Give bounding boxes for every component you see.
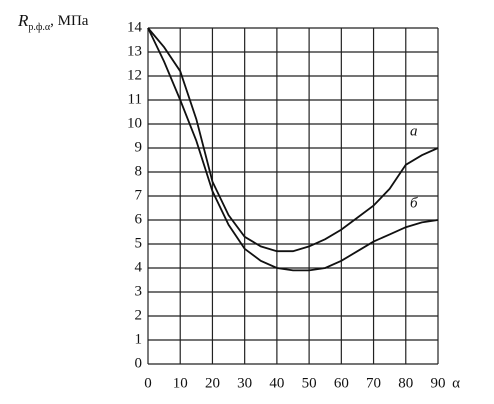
y-tick-label: 5 bbox=[135, 235, 143, 251]
y-tick-label: 9 bbox=[135, 139, 143, 155]
y-label-unit: , МПа bbox=[50, 13, 89, 29]
y-tick-label: 6 bbox=[135, 211, 143, 227]
x-tick-label: 60 bbox=[334, 375, 349, 391]
y-tick-label: 4 bbox=[135, 259, 143, 275]
y-tick-label: 8 bbox=[135, 163, 143, 179]
y-axis-label: Rр.ф.α, МПа bbox=[17, 11, 89, 33]
y-tick-label: 10 bbox=[127, 115, 142, 131]
x-tick-label: 0 bbox=[144, 375, 152, 391]
y-tick-label: 12 bbox=[127, 67, 142, 83]
series-label: б bbox=[410, 195, 418, 211]
x-axis-label: α bbox=[452, 375, 460, 391]
y-tick-label: 7 bbox=[135, 187, 143, 203]
y-tick-label: 0 bbox=[135, 355, 143, 371]
y-label-symbol: R bbox=[17, 11, 29, 30]
y-tick-label: 11 bbox=[128, 91, 142, 107]
x-tick-label: 40 bbox=[269, 375, 284, 391]
y-tick-label: 14 bbox=[127, 19, 143, 35]
x-tick-label: 30 bbox=[237, 375, 252, 391]
y-label-subscript: р.ф.α bbox=[28, 22, 50, 33]
x-tick-label: 50 bbox=[302, 375, 317, 391]
y-tick-label: 13 bbox=[127, 43, 142, 59]
line-series bbox=[147, 27, 439, 253]
y-tick-label: 1 bbox=[135, 331, 143, 347]
x-tick-label: 70 bbox=[366, 375, 381, 391]
line-series bbox=[147, 27, 439, 272]
y-tick-label: 2 bbox=[135, 307, 143, 323]
x-tick-label: 20 bbox=[205, 375, 220, 391]
y-tick-label: 3 bbox=[135, 283, 143, 299]
series-label: а bbox=[410, 123, 418, 139]
x-tick-label: 80 bbox=[398, 375, 413, 391]
x-tick-label: 10 bbox=[173, 375, 188, 391]
x-tick-label: 90 bbox=[431, 375, 446, 391]
